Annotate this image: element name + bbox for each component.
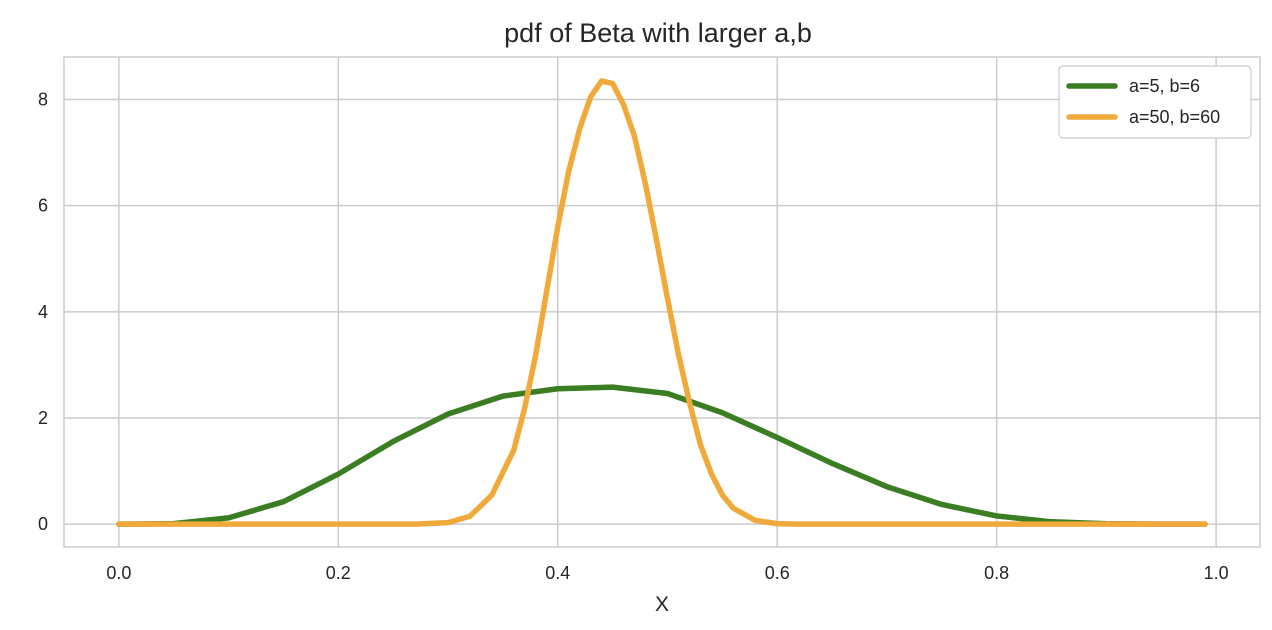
legend: a=5, b=6 a=50, b=60 [1058,65,1252,139]
x-tick-label: 0.4 [545,563,570,583]
plot-frame [63,56,1261,548]
x-tick-label: 0.6 [765,563,790,583]
legend-entry-label: a=5, b=6 [1129,76,1200,96]
series-line-2 [116,78,1208,527]
x-axis-label: X [655,593,669,616]
x-tick-label: 0.0 [106,563,131,583]
y-tick-label: 0 [38,514,48,534]
y-tick-label: 8 [38,89,48,109]
tick-labels: 0.0 0.2 0.4 0.6 0.8 1.0 0 2 4 6 8 [38,89,1229,583]
x-tick-label: 1.0 [1204,563,1229,583]
y-tick-label: 2 [38,408,48,428]
y-tick-label: 4 [38,302,48,322]
x-tick-label: 0.2 [326,563,351,583]
chart-title: pdf of Beta with larger a,b [504,18,812,48]
legend-entry-label: a=50, b=60 [1129,107,1220,127]
y-tick-label: 6 [38,196,48,216]
x-tick-label: 0.8 [984,563,1009,583]
plot-series [116,78,1208,527]
series-line-1 [116,384,1208,527]
